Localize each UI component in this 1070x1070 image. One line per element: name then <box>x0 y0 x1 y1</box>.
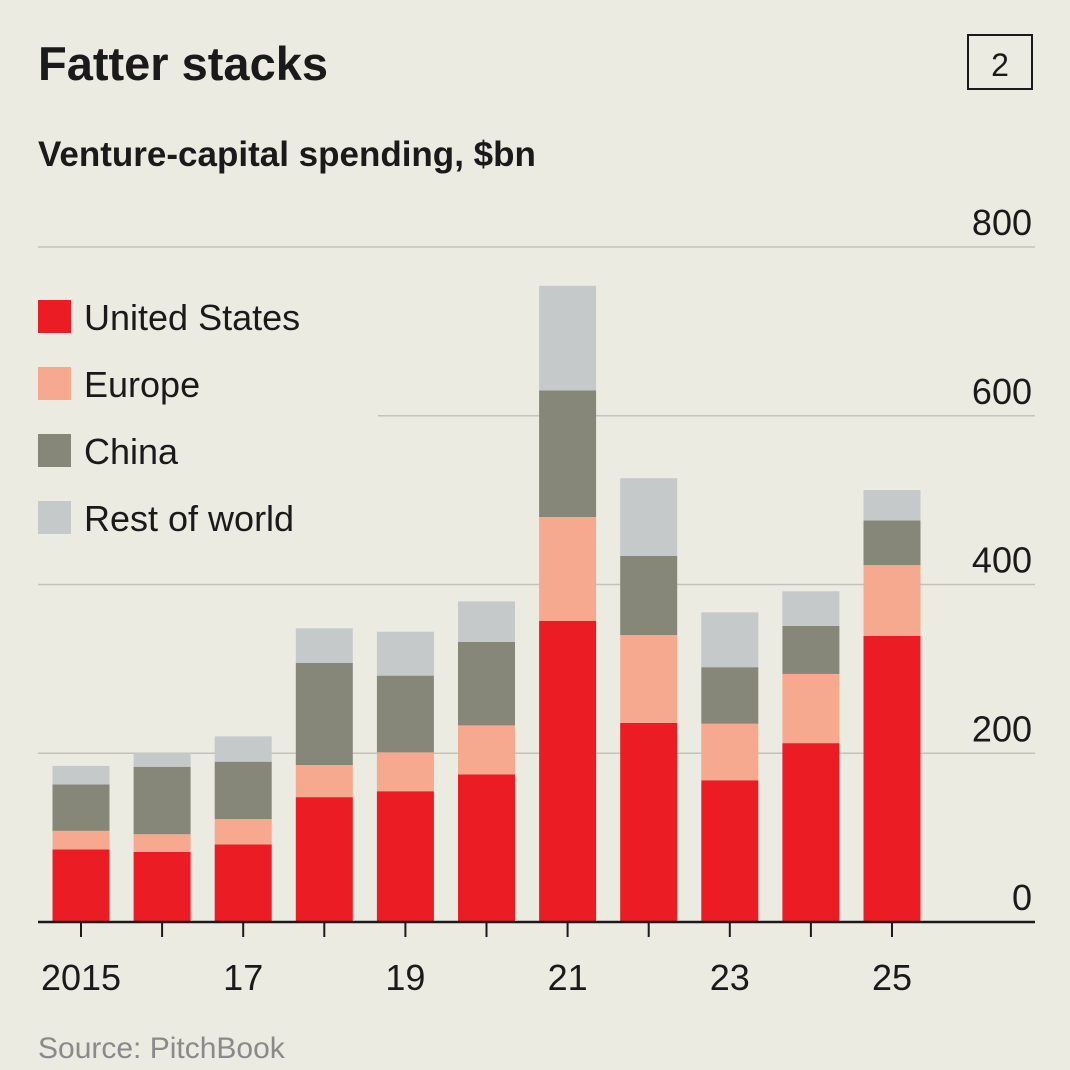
bar-segment-europe-2022 <box>620 635 678 723</box>
chart-number-box <box>967 34 1033 90</box>
bar-segment-china-2019 <box>376 675 434 753</box>
bar-segment-rest-of-world-2024 <box>782 591 840 626</box>
bar-segment-europe-2020 <box>458 725 515 775</box>
bar-segment-china-2018 <box>295 662 353 766</box>
x-tick-label: 17 <box>223 957 263 998</box>
x-tick-label: 25 <box>872 957 912 998</box>
x-tick-label: 21 <box>548 957 588 998</box>
bar-segment-china-2016 <box>133 766 191 835</box>
bar-segment-rest-of-world-2020 <box>458 601 515 642</box>
bar-segment-united-states-2024 <box>782 743 840 922</box>
chart-title: Fatter stacks <box>38 37 328 90</box>
legend-label: Europe <box>84 364 200 405</box>
legend-swatch <box>38 434 71 467</box>
bar-segment-united-states-2025 <box>863 635 921 922</box>
bar-segment-united-states-2020 <box>458 774 515 922</box>
bar-segment-china-2025 <box>863 520 921 566</box>
bar-segment-united-states-2017 <box>214 844 272 922</box>
bar-segment-europe-2017 <box>214 819 272 845</box>
bar-segment-united-states-2023 <box>701 780 759 922</box>
bar-segment-europe-2015 <box>52 830 110 850</box>
y-tick-label: 0 <box>1012 877 1032 918</box>
bar-segment-europe-2023 <box>701 723 759 781</box>
legend-swatch <box>38 300 71 333</box>
bar-segment-europe-2018 <box>295 765 353 798</box>
legend-label: United States <box>84 297 300 338</box>
bar-segment-united-states-2016 <box>133 851 191 922</box>
y-tick-label: 600 <box>972 371 1032 412</box>
bar-segment-united-states-2015 <box>52 849 110 922</box>
legend-label: China <box>84 431 179 472</box>
bar-segment-europe-2024 <box>782 673 840 744</box>
bar-segment-china-2017 <box>214 761 272 820</box>
x-tick-label: 2015 <box>41 957 121 998</box>
y-tick-label: 400 <box>972 540 1032 581</box>
bar-segment-europe-2021 <box>539 517 597 621</box>
x-tick-label: 19 <box>385 957 425 998</box>
bar-segment-china-2022 <box>620 555 678 636</box>
bar-segment-united-states-2019 <box>376 791 434 922</box>
source-note: Source: PitchBook <box>38 1032 286 1065</box>
bar-segment-rest-of-world-2019 <box>376 631 434 676</box>
chart-subtitle: Venture-capital spending, $bn <box>38 135 536 174</box>
bar-segment-china-2021 <box>539 390 597 517</box>
bar-segment-rest-of-world-2021 <box>539 285 597 391</box>
bar-segment-china-2015 <box>52 784 110 831</box>
bar-segment-rest-of-world-2015 <box>52 765 110 785</box>
bar-segment-united-states-2022 <box>620 722 678 922</box>
legend-swatch <box>38 501 71 534</box>
bar-segment-united-states-2021 <box>539 620 597 922</box>
bar-segment-china-2023 <box>701 667 759 724</box>
bar-segment-rest-of-world-2016 <box>133 753 191 767</box>
chart-number: 2 <box>991 47 1009 83</box>
bar-segment-europe-2016 <box>133 834 191 852</box>
bar-segment-rest-of-world-2023 <box>701 612 759 668</box>
x-tick-label: 23 <box>710 957 750 998</box>
bar-segment-rest-of-world-2025 <box>863 490 921 521</box>
bar-segment-rest-of-world-2022 <box>620 478 678 556</box>
y-tick-label: 200 <box>972 708 1032 749</box>
bar-segment-rest-of-world-2018 <box>295 628 353 663</box>
bar-segment-europe-2019 <box>376 752 434 792</box>
y-tick-label: 800 <box>972 202 1032 243</box>
bar-segment-china-2020 <box>458 641 515 726</box>
legend-label: Rest of world <box>84 498 294 539</box>
legend-swatch <box>38 367 71 400</box>
bar-segment-united-states-2018 <box>295 797 353 922</box>
bar-segment-europe-2025 <box>863 565 921 636</box>
bar-segment-rest-of-world-2017 <box>214 736 272 762</box>
bar-segment-china-2024 <box>782 625 840 674</box>
